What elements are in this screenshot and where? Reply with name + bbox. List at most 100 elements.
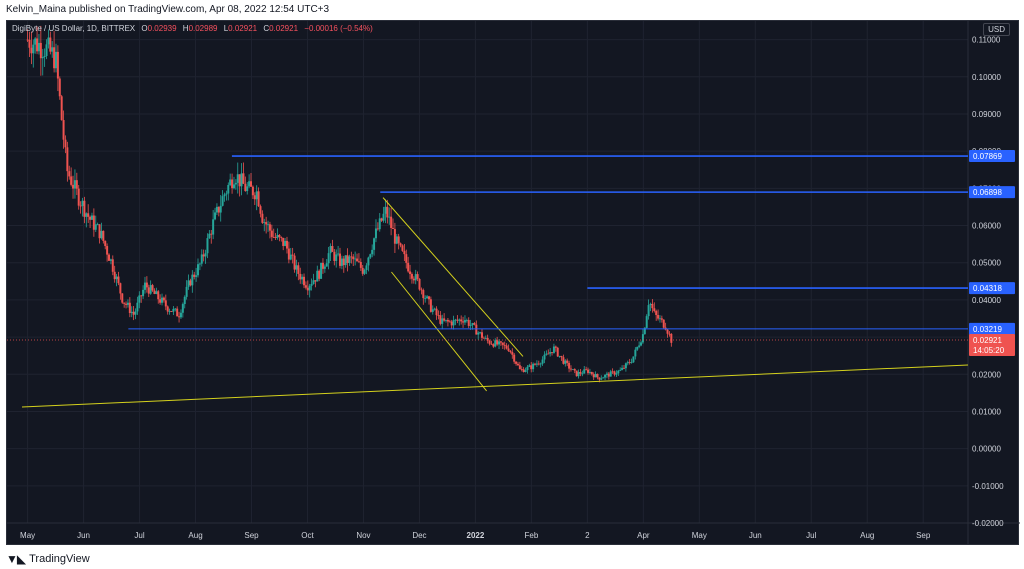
candle-body bbox=[60, 96, 63, 121]
symbol-label[interactable]: DigiByte / US Dollar, 1D, BITTREX bbox=[12, 24, 136, 33]
candle-body bbox=[458, 319, 461, 321]
candle-body bbox=[250, 181, 253, 187]
time-tick-label: Sep bbox=[244, 531, 259, 540]
publisher-text: Kelvin_Maina published on TradingView.co… bbox=[6, 4, 330, 15]
candle-body bbox=[304, 285, 307, 288]
countdown-label: 14:05:20 bbox=[973, 346, 1005, 355]
candle-body bbox=[187, 280, 190, 287]
candle-body bbox=[541, 359, 544, 364]
candle-body bbox=[280, 237, 283, 238]
candle-body bbox=[316, 270, 319, 282]
candle-body bbox=[344, 255, 347, 266]
candle-body bbox=[551, 352, 554, 353]
tradingview-logo[interactable]: ▼◣ TradingView bbox=[6, 552, 90, 566]
candle-body bbox=[34, 38, 37, 45]
candle-body bbox=[376, 228, 379, 230]
currency-button[interactable]: USD bbox=[983, 23, 1010, 36]
trend-line bbox=[382, 197, 524, 357]
level-price-label: 0.04318 bbox=[973, 284, 1002, 293]
candle-body bbox=[655, 311, 658, 316]
candle-body bbox=[405, 254, 408, 263]
candle-body bbox=[54, 51, 57, 69]
candle-body bbox=[626, 362, 629, 364]
candle-body bbox=[276, 234, 279, 238]
candle-body bbox=[374, 228, 377, 239]
candle-body bbox=[562, 357, 565, 364]
candle-body bbox=[456, 319, 459, 321]
candle-body bbox=[397, 236, 400, 244]
candle-body bbox=[566, 360, 569, 363]
candle-body bbox=[342, 258, 345, 266]
candle-body bbox=[289, 254, 292, 260]
candle-body bbox=[147, 287, 150, 294]
candle-body bbox=[384, 206, 387, 214]
current-price-label: 0.02921 bbox=[973, 336, 1002, 345]
candle-body bbox=[450, 321, 453, 326]
candle-body bbox=[196, 264, 199, 276]
candle-body bbox=[240, 173, 243, 187]
price-tick-label: 0.00000 bbox=[972, 445, 1001, 454]
candle-body bbox=[329, 246, 332, 254]
candle-body bbox=[492, 344, 495, 347]
candle-body bbox=[378, 218, 381, 230]
candle-body bbox=[617, 370, 620, 374]
time-tick-label: Jul bbox=[806, 531, 816, 540]
candle-body bbox=[301, 276, 304, 280]
candle-body bbox=[295, 265, 298, 270]
candle-body bbox=[615, 373, 618, 375]
candle-body bbox=[611, 371, 614, 373]
candle-body bbox=[528, 365, 531, 367]
candle-body bbox=[475, 324, 478, 335]
candle-body bbox=[232, 184, 235, 189]
candle-body bbox=[270, 230, 273, 237]
candle-body bbox=[179, 312, 182, 318]
price-tick-label: 0.05000 bbox=[972, 259, 1001, 268]
candle-body bbox=[149, 285, 152, 294]
level-price-label: 0.06898 bbox=[973, 188, 1002, 197]
candle-body bbox=[658, 318, 661, 320]
candle-body bbox=[621, 367, 624, 370]
candle-body bbox=[622, 367, 625, 369]
candle-body bbox=[380, 218, 383, 221]
candle-body bbox=[214, 212, 217, 220]
candle-body bbox=[437, 315, 440, 316]
candle-body bbox=[628, 362, 631, 363]
candle-body bbox=[638, 345, 641, 347]
candle-body bbox=[607, 373, 610, 377]
candle-body bbox=[123, 302, 126, 304]
time-tick-label: Aug bbox=[860, 531, 874, 540]
candle-body bbox=[653, 308, 656, 312]
candle-body bbox=[28, 39, 31, 48]
candle-body bbox=[573, 369, 576, 371]
chart-panel[interactable]: 0.110000.100000.090000.080000.070000.060… bbox=[6, 20, 1020, 546]
time-tick-label: Nov bbox=[356, 531, 370, 540]
candle-body bbox=[392, 228, 395, 229]
candle-body bbox=[43, 56, 46, 57]
time-tick-label: Aug bbox=[188, 531, 202, 540]
candle-body bbox=[473, 323, 476, 325]
time-tick-label: May bbox=[692, 531, 707, 540]
candle-body bbox=[662, 319, 665, 328]
price-chart[interactable]: 0.110000.100000.090000.080000.070000.060… bbox=[7, 21, 1020, 546]
candle-body bbox=[518, 365, 521, 370]
candle-body bbox=[285, 240, 288, 249]
candle-body bbox=[556, 347, 559, 357]
candle-body bbox=[560, 355, 563, 358]
trend-line bbox=[21, 364, 969, 408]
candle-body bbox=[113, 271, 116, 280]
candle-body bbox=[45, 44, 48, 57]
candle-body bbox=[469, 325, 472, 326]
candle-body bbox=[198, 263, 201, 265]
candle-body bbox=[287, 248, 290, 260]
candle-body bbox=[414, 274, 417, 281]
candle-body bbox=[545, 353, 548, 355]
candle-body bbox=[140, 295, 143, 297]
candle-body bbox=[155, 291, 158, 294]
candle-body bbox=[157, 291, 160, 300]
candle-body bbox=[164, 300, 167, 307]
candle-body bbox=[569, 368, 572, 370]
candle-body bbox=[494, 340, 497, 347]
candle-body bbox=[143, 282, 146, 290]
price-tick-label: -0.01000 bbox=[972, 482, 1004, 491]
candle-body bbox=[229, 179, 232, 185]
